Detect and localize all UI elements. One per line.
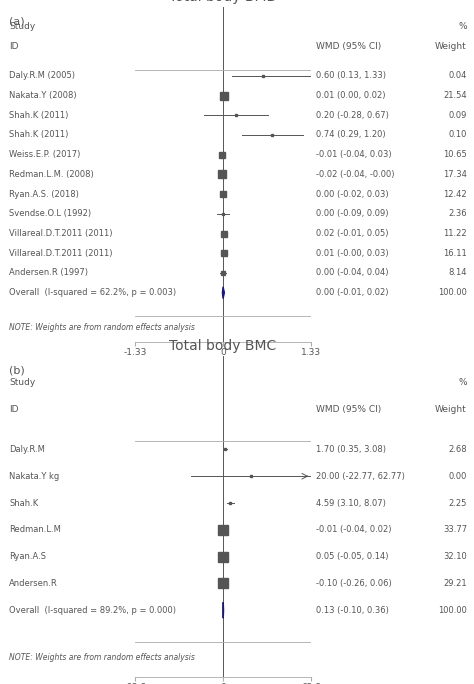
Text: Andersen.R (1997): Andersen.R (1997) xyxy=(9,269,88,278)
Text: -0.01 (-0.04, 0.03): -0.01 (-0.04, 0.03) xyxy=(316,150,392,159)
Text: 0.00 (-0.01, 0.02): 0.00 (-0.01, 0.02) xyxy=(316,288,389,298)
Text: Study: Study xyxy=(9,378,36,387)
Text: 2.25: 2.25 xyxy=(448,499,467,508)
Text: 100.00: 100.00 xyxy=(438,606,467,615)
Text: 0.01 (-0.00, 0.03): 0.01 (-0.00, 0.03) xyxy=(316,249,389,258)
Text: 100.00: 100.00 xyxy=(438,288,467,298)
Text: 8.14: 8.14 xyxy=(448,269,467,278)
Text: 0.00: 0.00 xyxy=(448,472,467,481)
Text: 0.01 (0.00, 0.02): 0.01 (0.00, 0.02) xyxy=(316,91,385,100)
Polygon shape xyxy=(222,287,224,299)
Text: %: % xyxy=(458,22,467,31)
Text: 17.34: 17.34 xyxy=(443,170,467,179)
Text: 0.10: 0.10 xyxy=(448,131,467,140)
Text: Ryan.A.S. (2018): Ryan.A.S. (2018) xyxy=(9,189,79,198)
Text: 11.22: 11.22 xyxy=(443,229,467,238)
Text: 10.65: 10.65 xyxy=(443,150,467,159)
Text: (a): (a) xyxy=(9,17,25,27)
Text: 0.13 (-0.10, 0.36): 0.13 (-0.10, 0.36) xyxy=(316,606,389,615)
Text: Svendse.O.L (1992): Svendse.O.L (1992) xyxy=(9,209,91,218)
Text: 29.21: 29.21 xyxy=(443,579,467,588)
Text: Ryan.A.S: Ryan.A.S xyxy=(9,552,46,561)
Text: 0.05 (-0.05, 0.14): 0.05 (-0.05, 0.14) xyxy=(316,552,389,561)
Text: WMD (95% CI): WMD (95% CI) xyxy=(316,42,381,51)
Text: 1.70 (0.35, 3.08): 1.70 (0.35, 3.08) xyxy=(316,445,386,454)
Text: %: % xyxy=(458,378,467,387)
Text: -0.10 (-0.26, 0.06): -0.10 (-0.26, 0.06) xyxy=(316,579,392,588)
Text: Redman.L.M. (2008): Redman.L.M. (2008) xyxy=(9,170,94,179)
Text: 20.00 (-22.77, 62.77): 20.00 (-22.77, 62.77) xyxy=(316,472,405,481)
Title: Total body BMD: Total body BMD xyxy=(169,0,277,4)
Polygon shape xyxy=(223,602,224,618)
Text: 0.04: 0.04 xyxy=(448,71,467,80)
Text: 0.60 (0.13, 1.33): 0.60 (0.13, 1.33) xyxy=(316,71,386,80)
Text: Villareal.D.T.2011 (2011): Villareal.D.T.2011 (2011) xyxy=(9,249,113,258)
Text: Nakata.Y kg: Nakata.Y kg xyxy=(9,472,60,481)
Text: 0.00 (-0.09, 0.09): 0.00 (-0.09, 0.09) xyxy=(316,209,389,218)
Text: Villareal.D.T.2011 (2011): Villareal.D.T.2011 (2011) xyxy=(9,229,113,238)
Text: Daly.R.M (2005): Daly.R.M (2005) xyxy=(9,71,75,80)
Text: WMD (95% CI): WMD (95% CI) xyxy=(316,405,381,414)
Text: Overall  (I-squared = 89.2%, p = 0.000): Overall (I-squared = 89.2%, p = 0.000) xyxy=(9,606,176,615)
Text: Overall  (I-squared = 62.2%, p = 0.003): Overall (I-squared = 62.2%, p = 0.003) xyxy=(9,288,176,298)
Text: Redman.L.M: Redman.L.M xyxy=(9,525,61,534)
Text: Weiss.E.P. (2017): Weiss.E.P. (2017) xyxy=(9,150,81,159)
Text: 0.02 (-0.01, 0.05): 0.02 (-0.01, 0.05) xyxy=(316,229,389,238)
Title: Total body BMC: Total body BMC xyxy=(169,339,277,353)
Text: 0.09: 0.09 xyxy=(448,111,467,120)
Text: 33.77: 33.77 xyxy=(443,525,467,534)
Text: 0.00 (-0.04, 0.04): 0.00 (-0.04, 0.04) xyxy=(316,269,389,278)
Text: ID: ID xyxy=(9,405,19,414)
Text: Shah.K (2011): Shah.K (2011) xyxy=(9,111,69,120)
Text: 32.10: 32.10 xyxy=(443,552,467,561)
Text: -0.01 (-0.04, 0.02): -0.01 (-0.04, 0.02) xyxy=(316,525,392,534)
Text: ID: ID xyxy=(9,42,19,51)
Text: Andersen.R: Andersen.R xyxy=(9,579,58,588)
Text: 2.36: 2.36 xyxy=(448,209,467,218)
Text: Weight: Weight xyxy=(435,42,467,51)
Text: 0.74 (0.29, 1.20): 0.74 (0.29, 1.20) xyxy=(316,131,385,140)
Text: NOTE: Weights are from random effects analysis: NOTE: Weights are from random effects an… xyxy=(9,323,195,332)
Text: 21.54: 21.54 xyxy=(443,91,467,100)
Text: 0.00 (-0.02, 0.03): 0.00 (-0.02, 0.03) xyxy=(316,189,389,198)
Text: Shah.K: Shah.K xyxy=(9,499,39,508)
Text: 12.42: 12.42 xyxy=(443,189,467,198)
Text: Shah.K (2011): Shah.K (2011) xyxy=(9,131,69,140)
Text: NOTE: Weights are from random effects analysis: NOTE: Weights are from random effects an… xyxy=(9,653,195,661)
Text: -0.02 (-0.04, -0.00): -0.02 (-0.04, -0.00) xyxy=(316,170,394,179)
Text: Weight: Weight xyxy=(435,405,467,414)
Text: (b): (b) xyxy=(9,365,25,376)
Text: Nakata.Y (2008): Nakata.Y (2008) xyxy=(9,91,77,100)
Text: 16.11: 16.11 xyxy=(443,249,467,258)
Text: Study: Study xyxy=(9,22,36,31)
Text: 2.68: 2.68 xyxy=(448,445,467,454)
Text: Daly.R.M: Daly.R.M xyxy=(9,445,45,454)
Text: 0.20 (-0.28, 0.67): 0.20 (-0.28, 0.67) xyxy=(316,111,389,120)
Text: 4.59 (3.10, 8.07): 4.59 (3.10, 8.07) xyxy=(316,499,386,508)
